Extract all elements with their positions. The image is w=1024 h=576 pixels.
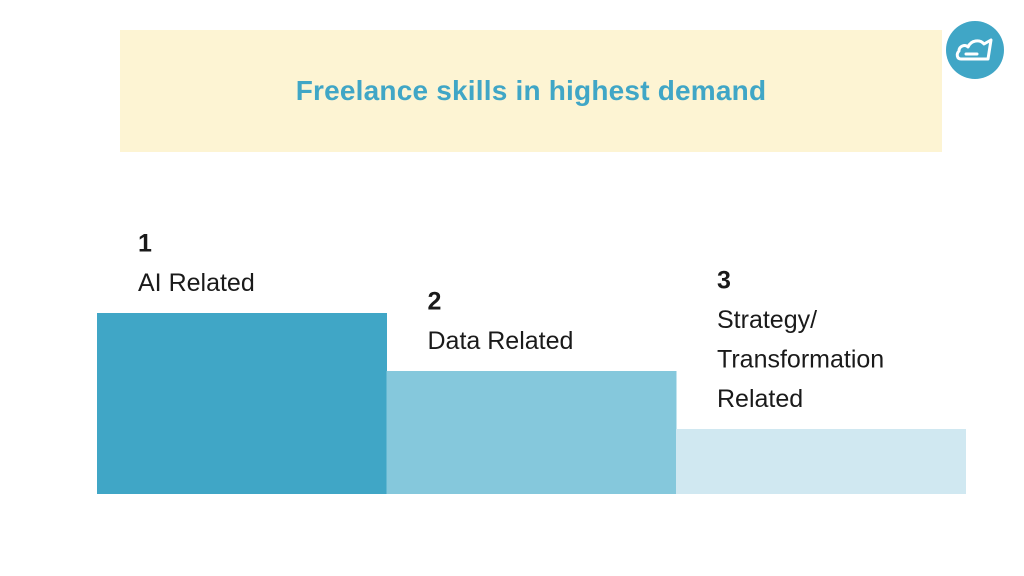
category-label-2-line-1: Data Related	[428, 327, 574, 355]
rank-label-1: 1	[138, 230, 152, 258]
category-label-1-line-1: AI Related	[138, 269, 255, 297]
title-banner: Freelance skills in highest demand	[120, 30, 942, 152]
rank-label-3: 3	[717, 267, 731, 295]
cloud-logo	[946, 21, 1004, 79]
cloud-icon	[955, 38, 993, 61]
rank-label-2: 2	[428, 288, 442, 316]
bar-3	[676, 429, 966, 494]
category-label-3-line-2: Transformation	[717, 346, 884, 374]
bar-2	[386, 371, 677, 494]
category-label-3-line-1: Strategy/	[717, 306, 817, 334]
chart-title: Freelance skills in highest demand	[295, 75, 767, 106]
category-label-3-line-3: Related	[717, 385, 803, 413]
bar-1	[97, 313, 387, 494]
